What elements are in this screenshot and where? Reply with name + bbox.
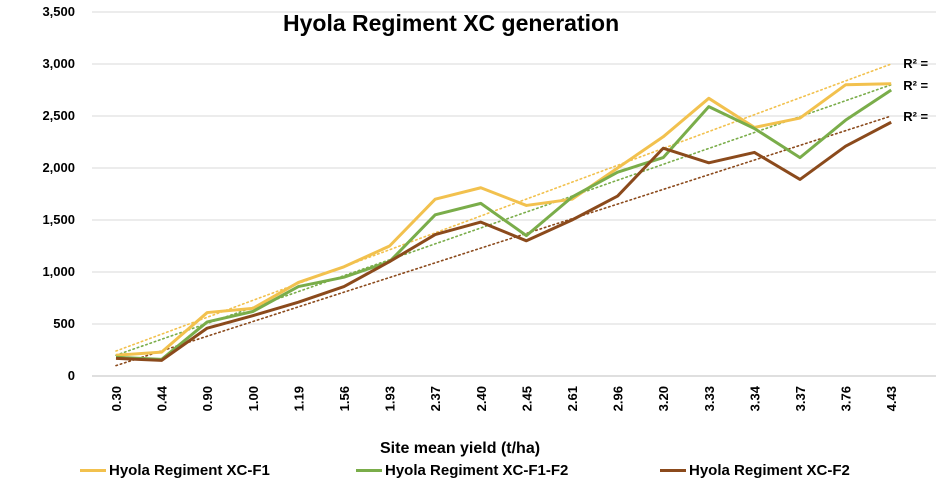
legend-item-f1-f2: Hyola Regiment XC-F1-F2 (356, 462, 568, 479)
gridlines (92, 11, 936, 325)
x-axis-label: Site mean yield (t/ha) (380, 440, 541, 457)
x-tick-label: 3.37 (793, 386, 808, 411)
x-tick-label: 1.00 (246, 386, 261, 411)
r2-label: R² = (903, 109, 928, 124)
x-tick-label: 3.33 (702, 386, 717, 411)
x-tick-label: 2.40 (474, 386, 489, 411)
chart-title: Hyola Regiment XC generation (283, 10, 620, 36)
y-tick-label: 3,000 (42, 56, 75, 71)
y-tick-label: 1,500 (42, 212, 75, 227)
y-tick-label: 2,000 (42, 160, 75, 175)
legend-item-f2: Hyola Regiment XC-F2 (660, 462, 850, 479)
x-tick-label: 2.61 (565, 386, 580, 411)
r2-label: R² = (903, 78, 928, 93)
legend-label-f1-f2: Hyola Regiment XC-F1-F2 (385, 462, 569, 479)
y-tick-label: 3,500 (42, 4, 75, 19)
x-axis-ticks: 0.30 0.44 0.90 1.00 1.19 1.56 1.93 2.37 2.40 2.45… (109, 385, 899, 411)
x-tick-label: 3.20 (656, 386, 671, 411)
x-tick-label: 1.19 (291, 386, 306, 411)
x-tick-label: 2.37 (428, 386, 443, 411)
legend-swatch-f1 (80, 469, 106, 472)
series-line (115, 82, 892, 357)
r2-label: R² = (903, 56, 928, 71)
series-line (115, 120, 892, 362)
legend: Hyola Regiment XC-F1 Hyola Regiment XC-F… (80, 462, 930, 482)
y-axis-ticks: 0 500 1,000 1,500 2,000 2,500 3,000 3,500 (42, 4, 75, 383)
trendline (115, 115, 893, 367)
legend-label-f1: Hyola Regiment XC-F1 (109, 462, 270, 479)
x-tick-label: 3.76 (839, 386, 854, 411)
x-tick-label: 1.56 (337, 386, 352, 411)
legend-label-f2: Hyola Regiment XC-F2 (689, 462, 850, 479)
series-lines (115, 82, 893, 362)
x-tick-label: 1.93 (383, 386, 398, 411)
series-line (115, 88, 893, 361)
r2-labels: R² = R² = R² = (903, 56, 928, 124)
x-tick-label: 0.90 (200, 386, 215, 411)
trendline (115, 63, 893, 352)
legend-item-f1: Hyola Regiment XC-F1 (80, 462, 270, 479)
legend-swatch-f1-f2 (356, 469, 382, 472)
x-tick-label: 3.34 (747, 385, 762, 411)
y-tick-label: 0 (68, 368, 75, 383)
legend-swatch-f2 (660, 469, 686, 472)
x-tick-label: 0.30 (109, 386, 124, 411)
x-tick-label: 2.45 (519, 386, 534, 411)
y-tick-label: 2,500 (42, 108, 75, 123)
y-tick-label: 500 (53, 316, 75, 331)
x-tick-label: 4.43 (884, 386, 899, 411)
y-tick-label: 1,000 (42, 264, 75, 279)
x-tick-label: 0.44 (155, 385, 170, 411)
x-tick-label: 2.96 (611, 386, 626, 411)
